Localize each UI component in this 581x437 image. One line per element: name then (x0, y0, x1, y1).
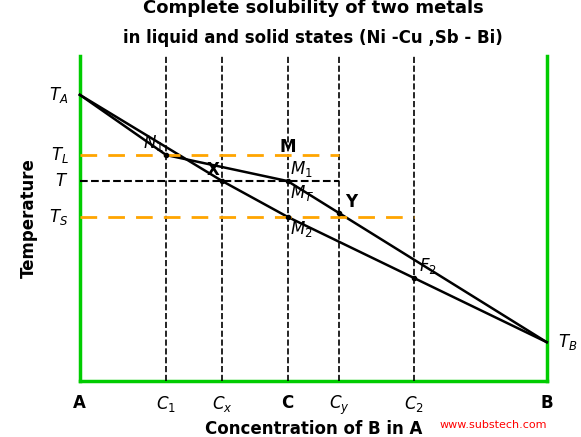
Text: $M_2$: $M_2$ (290, 219, 313, 239)
Text: $M_1$: $M_1$ (290, 159, 313, 179)
Text: $C_x$: $C_x$ (212, 394, 232, 414)
Text: $N_1$: $N_1$ (142, 133, 163, 153)
Text: Concentration of B in A: Concentration of B in A (205, 420, 422, 437)
Text: A: A (73, 394, 86, 412)
Text: www.substech.com: www.substech.com (439, 420, 547, 430)
Text: $T_B$: $T_B$ (558, 332, 578, 352)
Text: $C_y$: $C_y$ (329, 394, 349, 417)
Text: $M_T$: $M_T$ (290, 183, 315, 203)
Text: in liquid and solid states (Ni -Cu ,Sb - Bi): in liquid and solid states (Ni -Cu ,Sb -… (123, 29, 503, 47)
Text: $T$: $T$ (55, 172, 69, 190)
Text: $C_1$: $C_1$ (156, 394, 176, 414)
Text: Complete solubility of two metals: Complete solubility of two metals (143, 0, 483, 17)
Text: $T_L$: $T_L$ (51, 145, 69, 165)
Text: M: M (279, 138, 296, 156)
Text: $F_2$: $F_2$ (419, 256, 437, 276)
Text: $T_S$: $T_S$ (49, 207, 69, 227)
Text: X: X (206, 161, 220, 179)
Text: $T_A$: $T_A$ (49, 85, 69, 105)
Text: $C_2$: $C_2$ (404, 394, 424, 414)
Text: B: B (540, 394, 553, 412)
Text: Y: Y (345, 193, 357, 211)
Text: Temperature: Temperature (20, 159, 38, 278)
Text: C: C (281, 394, 294, 412)
